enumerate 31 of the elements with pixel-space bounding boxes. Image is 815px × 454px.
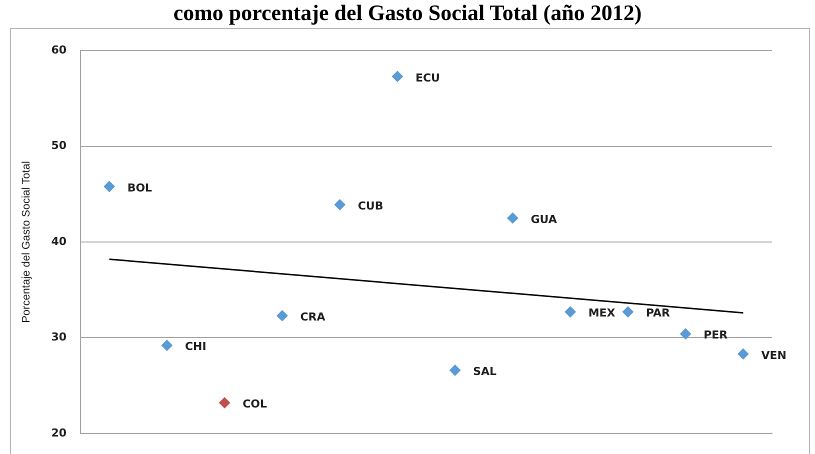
point bbox=[450, 364, 461, 376]
point bbox=[622, 306, 634, 318]
y-tick-label: 20 bbox=[51, 426, 67, 440]
data-label: CUB bbox=[358, 200, 384, 213]
data-label: PER bbox=[704, 328, 728, 342]
y-tick-label: 30 bbox=[51, 330, 67, 344]
data-label: SAL bbox=[473, 365, 497, 378]
point bbox=[276, 310, 288, 322]
point bbox=[161, 340, 172, 351]
point bbox=[104, 180, 115, 192]
y-axis-title: Porcentaje del Gasto Social Total bbox=[20, 161, 33, 323]
data-label: GUA bbox=[530, 212, 558, 226]
y-tick-label: 50 bbox=[51, 139, 67, 152]
point bbox=[334, 199, 346, 210]
chart-title: como porcentaje del Gasto Social Total (año 2012) bbox=[172, 0, 643, 26]
point bbox=[564, 306, 576, 318]
point bbox=[680, 328, 692, 340]
data-label: COL bbox=[242, 398, 268, 411]
data-label: CRA bbox=[300, 310, 326, 324]
data-label: BOL bbox=[127, 181, 152, 194]
data-label: CHI bbox=[184, 340, 206, 354]
y-tick-label: 40 bbox=[51, 234, 67, 248]
data-label: ECU bbox=[415, 71, 440, 84]
y-tick-label: 60 bbox=[51, 43, 67, 56]
point bbox=[392, 70, 403, 82]
point bbox=[219, 397, 230, 408]
data-label: PAR bbox=[646, 306, 671, 320]
point bbox=[507, 212, 518, 224]
data-label: VEN bbox=[761, 348, 786, 362]
point bbox=[738, 348, 749, 360]
data-label: MEX bbox=[588, 306, 616, 320]
